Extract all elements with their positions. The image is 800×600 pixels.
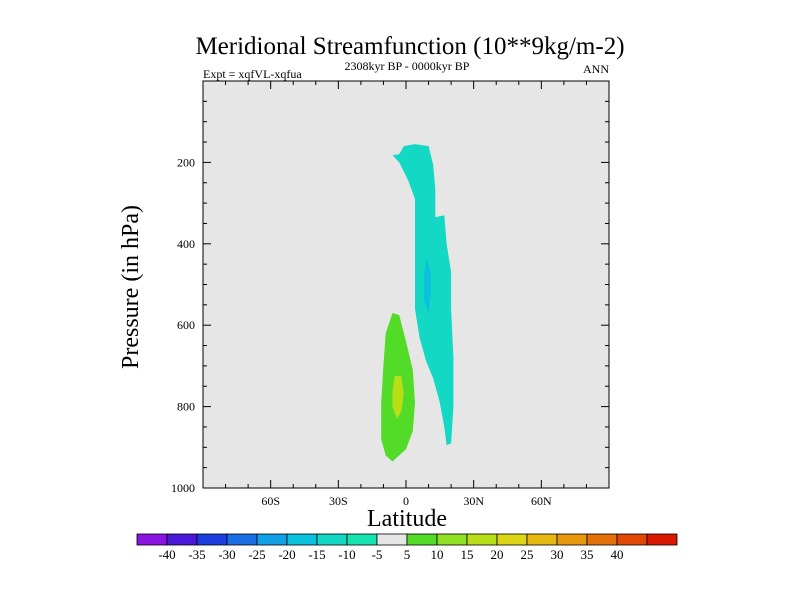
colorbar-label: 10: [431, 547, 444, 562]
colorbar-label: 15: [461, 547, 474, 562]
tick-layer: 60S 30S 0 30N 60N 200 400 600 800 1000: [171, 80, 610, 508]
colorbar-label: -25: [248, 547, 265, 562]
colorbar-swatch: [406, 533, 438, 546]
y-tick-label: 600: [177, 318, 195, 332]
chart-title: Meridional Streamfunction (10**9kg/m-2): [195, 33, 624, 60]
x-tick-label: 60N: [531, 494, 552, 508]
colorbar-swatch: [256, 533, 288, 546]
colorbar-swatch: [496, 533, 528, 546]
contour-negative-core-nh: [424, 258, 431, 313]
colorbar-label: 5: [404, 547, 411, 562]
colorbar-swatch: [376, 533, 408, 546]
colorbar-swatch: [436, 533, 468, 546]
colorbar-swatch: [346, 533, 378, 546]
colorbar-swatch: [226, 533, 258, 546]
season-label: ANN: [583, 62, 609, 76]
colorbar-swatch: [646, 533, 678, 546]
y-tick-label: 800: [177, 400, 195, 414]
y-tick-label: 200: [177, 155, 195, 169]
colorbar-label: 25: [521, 547, 534, 562]
colorbar-swatch: [526, 533, 558, 546]
colorbar-label: -15: [308, 547, 325, 562]
colorbar-swatch: [586, 533, 618, 546]
contour-negative-cell-nh: [392, 144, 454, 446]
colorbar-swatch: [616, 533, 648, 546]
x-axis-label: Latitude: [367, 506, 447, 532]
colorbar-label: -5: [372, 547, 383, 562]
colorbar-swatch: [316, 533, 348, 546]
contour-layer: [381, 144, 454, 462]
x-tick-label: 0: [403, 494, 409, 508]
colorbar-swatch: [166, 533, 198, 546]
colorbar: -40 -35 -30 -25 -20 -15 -10 -5 5 10 15 20 25 30 35 40: [136, 533, 678, 562]
colorbar-label: 40: [611, 547, 624, 562]
colorbar-swatch: [136, 533, 168, 546]
y-tick-label: 1000: [171, 481, 195, 495]
colorbar-label: 20: [491, 547, 504, 562]
contour-positive-core-sh: [392, 376, 404, 419]
colorbar-swatch: [556, 533, 588, 546]
colorbar-label: -35: [188, 547, 205, 562]
colorbar-swatch: [286, 533, 318, 546]
colorbar-label: -30: [218, 547, 235, 562]
colorbar-swatch: [466, 533, 498, 546]
x-tick-label: 30S: [329, 494, 348, 508]
x-tick-label: 60S: [261, 494, 280, 508]
colorbar-swatch: [196, 533, 228, 546]
x-tick-label: 30N: [463, 494, 484, 508]
colorbar-label: -10: [338, 547, 355, 562]
colorbar-label: -40: [158, 547, 175, 562]
colorbar-label: -20: [278, 547, 295, 562]
colorbar-label: 35: [581, 547, 594, 562]
y-axis-label: Pressure (in hPa): [118, 205, 144, 369]
period-label: 2308kyr BP - 0000kyr BP: [345, 59, 470, 73]
y-tick-label: 400: [177, 237, 195, 251]
experiment-label: Expt = xqfVL-xqfua: [203, 67, 302, 81]
colorbar-label: 30: [551, 547, 564, 562]
